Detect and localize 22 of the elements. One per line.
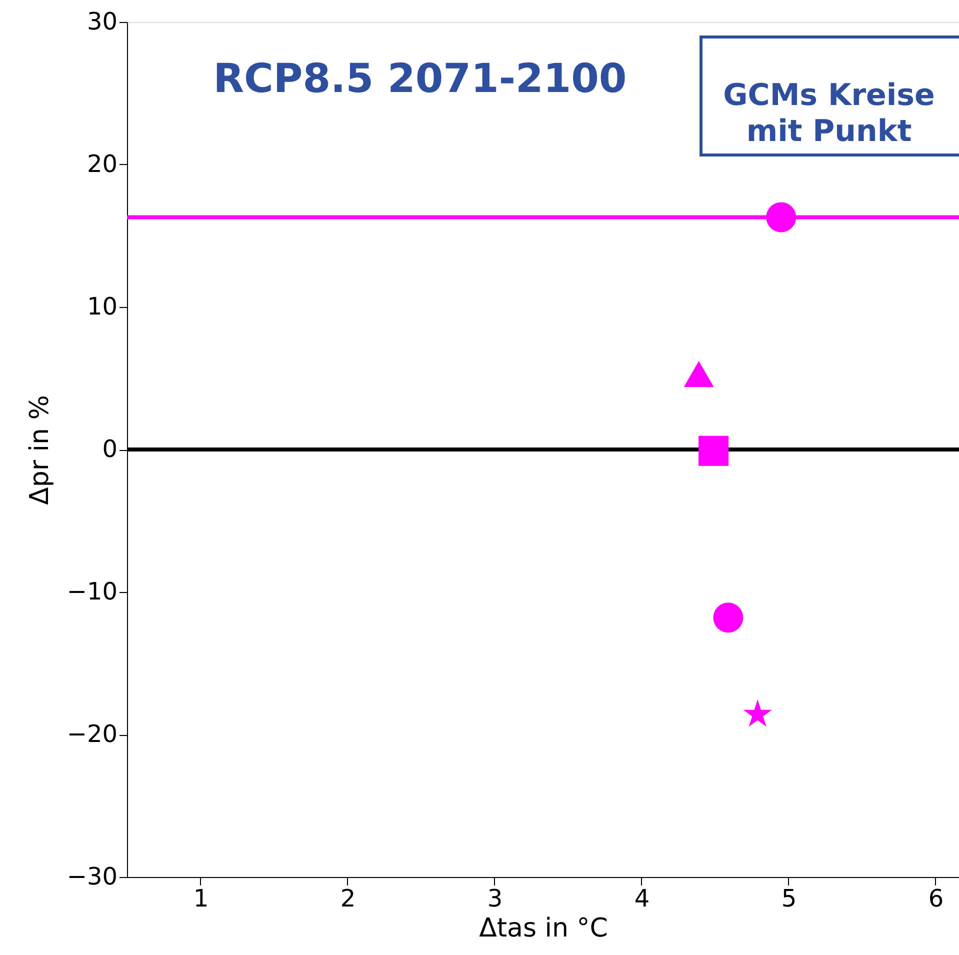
point [698, 436, 729, 466]
y-tick-label: −30 [66, 862, 118, 890]
x-tick-label: 1 [193, 884, 209, 912]
x-tick-label: 2 [340, 884, 356, 912]
x-tick-label: 4 [634, 884, 650, 912]
x-axis-title: Δtas in °C [479, 914, 608, 944]
y-tick-label: 30 [86, 8, 118, 36]
y-tick-label: −20 [66, 720, 118, 748]
annotation: RCP8.5 2071-2100 [213, 56, 627, 102]
point [743, 700, 772, 727]
point [713, 602, 744, 633]
y-tick-label: 0 [102, 435, 118, 463]
point [766, 202, 796, 232]
y-tick-label: −10 [66, 578, 118, 606]
x-tick-label: 5 [781, 884, 797, 912]
x-tick-label: 3 [487, 884, 503, 912]
y-axis-title: Δpr in % [24, 395, 55, 505]
y-tick-label: 10 [86, 292, 118, 320]
annotation: GCMs Kreise mit Punkt [723, 78, 935, 149]
point [684, 360, 714, 387]
x-tick-label: 6 [928, 884, 944, 912]
y-tick-label: 20 [86, 150, 118, 178]
